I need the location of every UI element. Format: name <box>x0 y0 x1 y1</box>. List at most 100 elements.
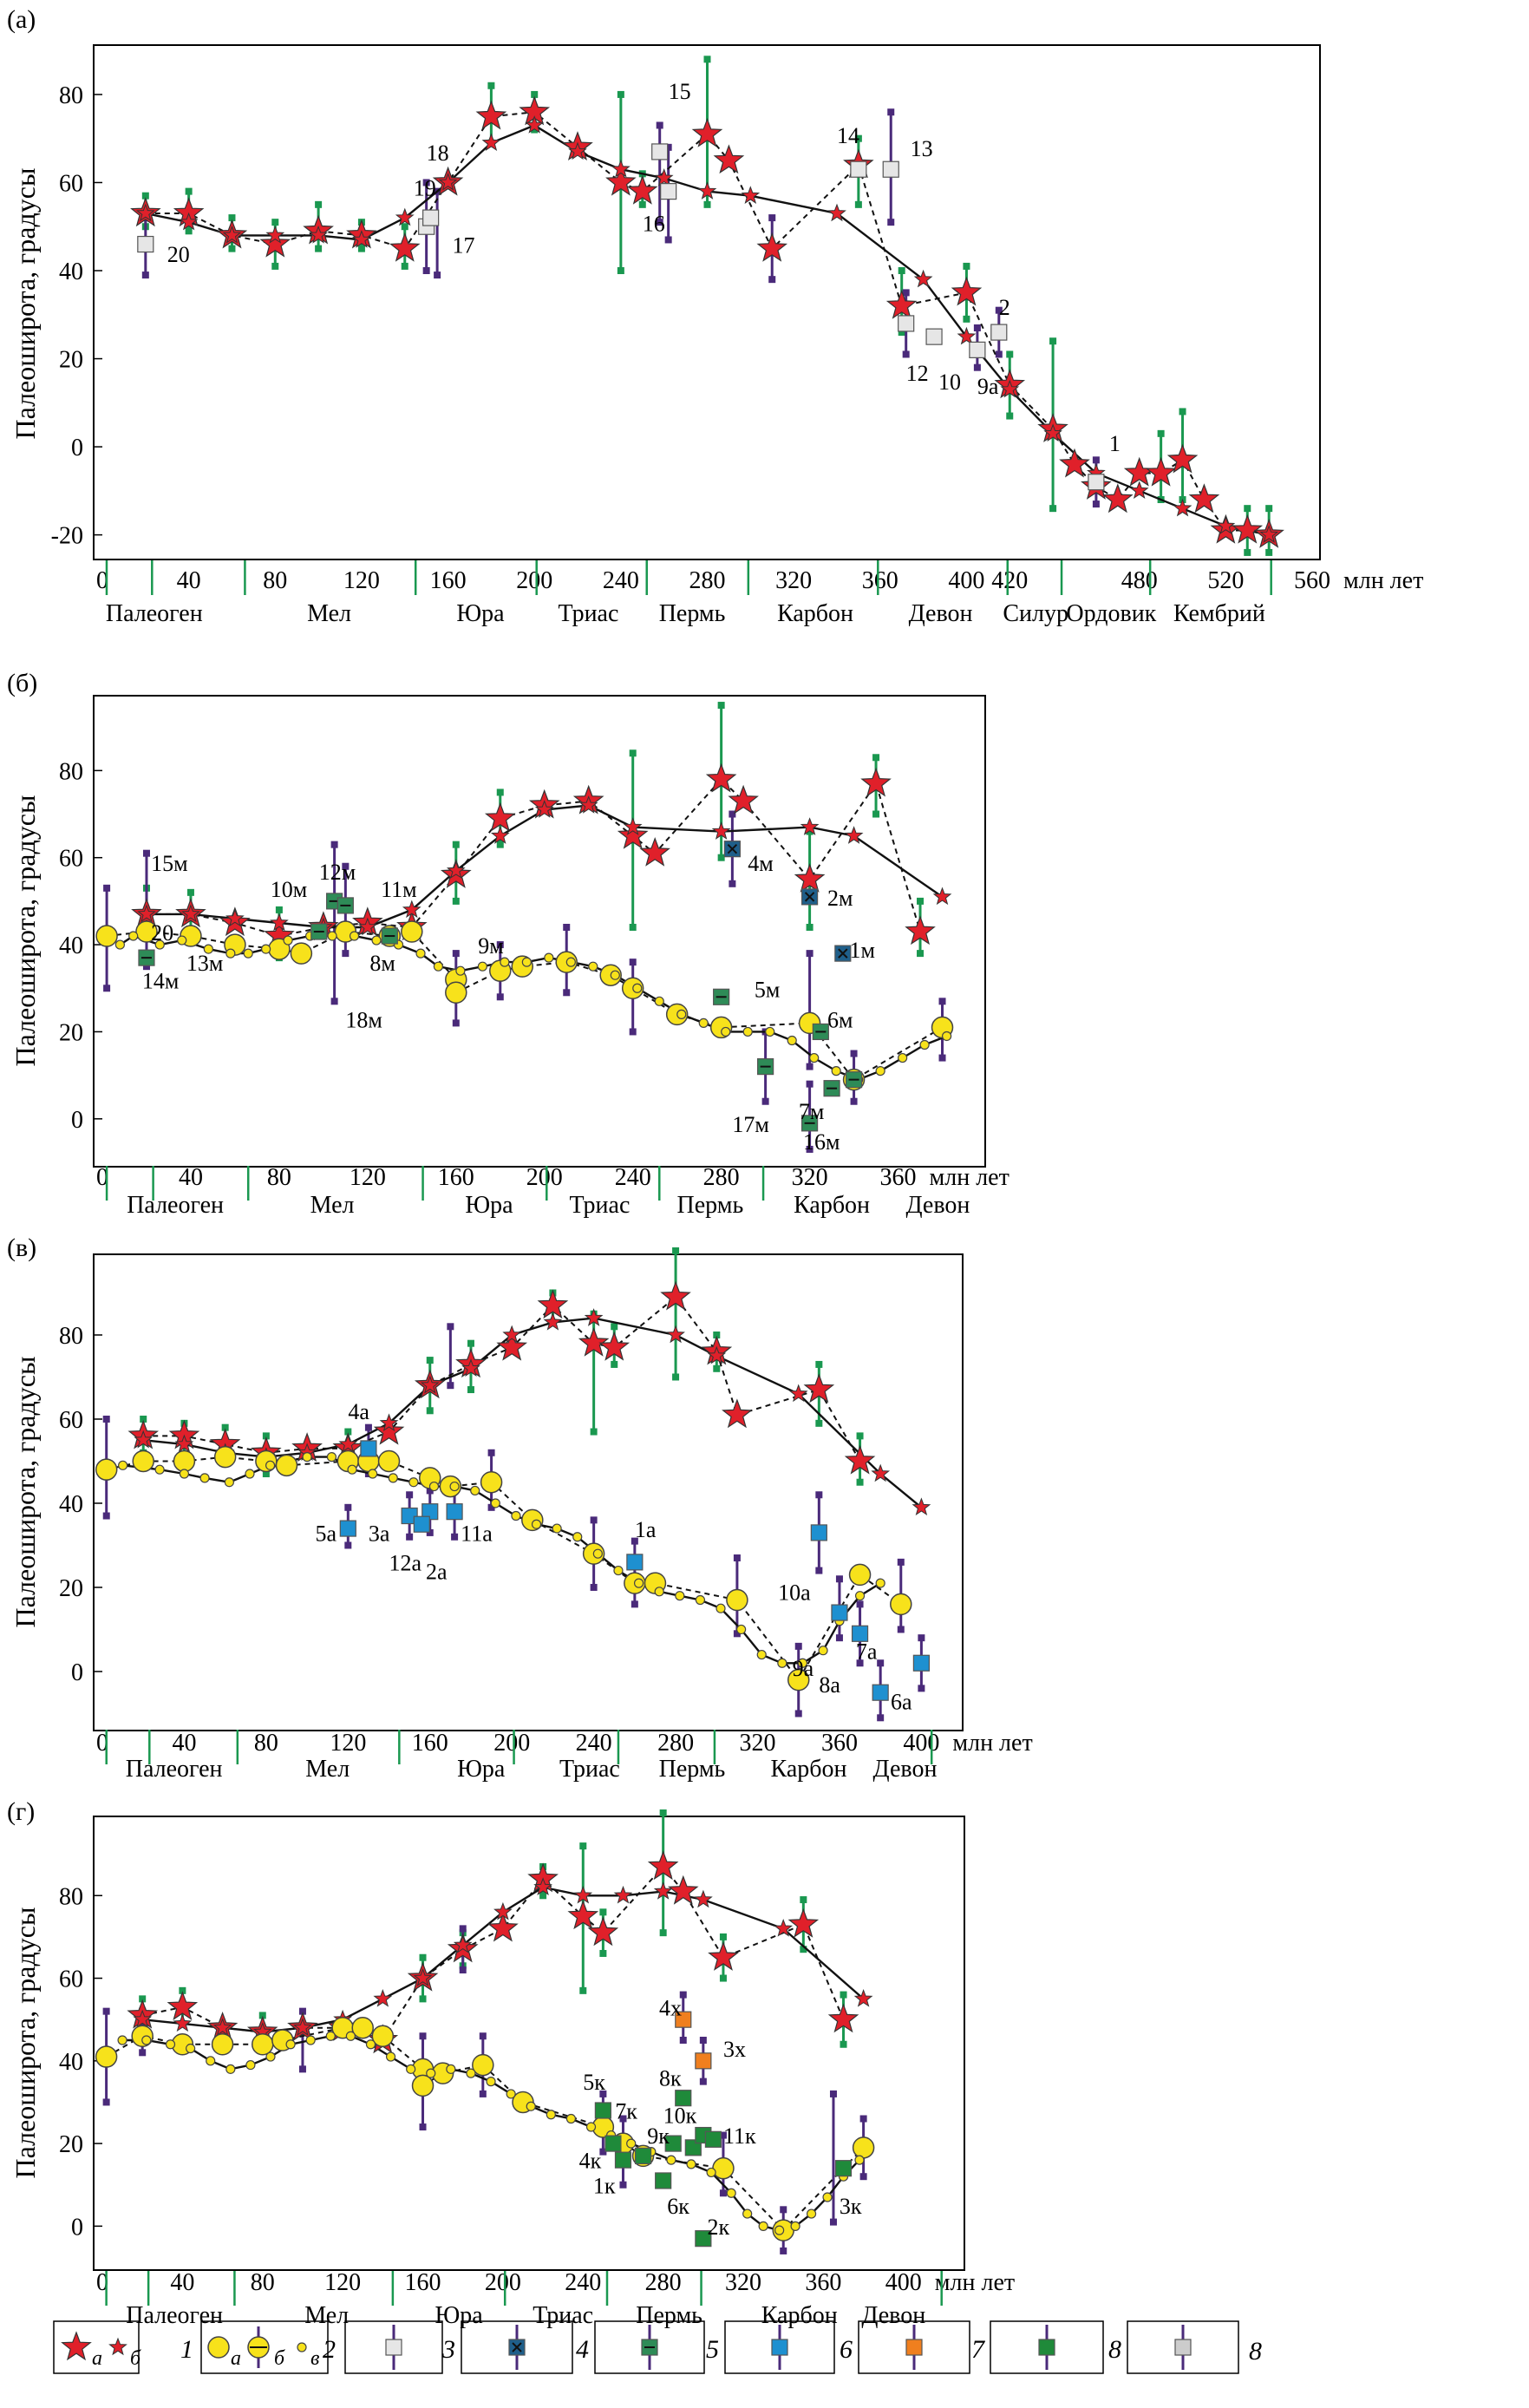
error-bar-cap <box>815 1491 823 1499</box>
y-tick-label: 20 <box>59 2131 83 2158</box>
marker-square <box>651 143 669 160</box>
error-bar-cap <box>856 1600 864 1608</box>
circle-marker-large <box>726 1588 748 1612</box>
y-tick-label: 80 <box>59 82 83 109</box>
star-marker-small <box>133 2009 153 2028</box>
star-marker-small <box>212 2018 232 2036</box>
point-label: 9а <box>793 1656 814 1681</box>
error-bar-cap <box>330 998 338 1005</box>
circle-marker-small <box>265 2051 276 2062</box>
circle-marker-small <box>225 2064 236 2074</box>
error-bar-cap <box>815 1567 823 1574</box>
plot-frame <box>93 44 1321 560</box>
point-label: 13 <box>911 136 933 161</box>
circle-marker-small <box>446 2064 456 2074</box>
legend-square <box>1038 2339 1055 2356</box>
circle-marker-small <box>854 2155 865 2165</box>
error-bar-cap <box>854 134 862 142</box>
square-marker <box>310 923 328 940</box>
square-marker <box>594 2102 611 2119</box>
error-bar-cap <box>1265 548 1273 556</box>
square-marker <box>695 2052 712 2070</box>
error-bar-cap <box>733 1630 741 1638</box>
period-label: Юра <box>465 1192 513 1219</box>
circle-marker-small <box>199 1473 210 1483</box>
x-tick-label: 400 <box>948 567 984 594</box>
star-marker-small <box>525 115 545 134</box>
circle-marker-small <box>154 939 165 950</box>
square-marker <box>812 1023 829 1041</box>
x-tick-label: 120 <box>350 1164 386 1191</box>
circle-marker-small <box>592 1548 603 1559</box>
circle-marker-small <box>774 2225 785 2235</box>
period-label: Кембрий <box>1173 600 1265 627</box>
period-label: Карбон <box>771 1756 847 1783</box>
circle-marker-small <box>675 1591 685 1601</box>
point-label: 10к <box>663 2103 697 2128</box>
square-marker <box>413 1515 430 1533</box>
error-bar-cap <box>679 1991 687 1999</box>
y-tick-label: 40 <box>59 2049 83 2076</box>
star-marker-small <box>379 1413 399 1432</box>
error-bar-cap <box>856 1478 864 1486</box>
error-bar-cap <box>887 219 895 226</box>
error-bar-cap <box>262 1432 270 1440</box>
y-tick-label: 60 <box>59 846 83 873</box>
error-bar-cap <box>1092 501 1100 508</box>
error-bar-cap <box>496 841 504 848</box>
error-bar-cap <box>419 2032 427 2040</box>
star-marker-small <box>666 1325 685 1344</box>
error-bar-cap <box>938 1054 946 1062</box>
circle-marker-small <box>206 2056 216 2066</box>
error-bar-cap <box>835 1634 843 1642</box>
marker-square <box>695 2230 712 2248</box>
star-marker-small <box>438 173 458 191</box>
error-bar-cap <box>719 1974 727 1982</box>
circle-marker-small <box>327 931 337 941</box>
circle-marker-large <box>351 2016 374 2039</box>
star-marker-small <box>800 817 820 835</box>
error-bar-cap <box>1092 456 1100 464</box>
star-marker-small <box>481 133 501 152</box>
period-label: Палеоген <box>127 1192 224 1219</box>
legend-box <box>53 2320 140 2374</box>
circle-marker-small <box>154 1464 165 1475</box>
circle-marker-small <box>415 948 426 959</box>
point-label: 1м <box>849 938 874 963</box>
legend-box <box>461 2320 573 2374</box>
period-label: Юра <box>435 2302 483 2329</box>
square-marker <box>664 2135 682 2152</box>
star-marker-large <box>708 1940 739 1971</box>
star-marker-small <box>774 1918 794 1937</box>
square-marker <box>137 235 154 253</box>
period-label: Пермь <box>659 1756 726 1783</box>
marker-square <box>614 2151 632 2169</box>
error-bar-cap <box>419 1995 427 2003</box>
legend-sub: б <box>130 2347 141 2370</box>
error-bar-cap <box>452 897 460 905</box>
error-bar-cap <box>487 1449 495 1456</box>
error-bar-cap <box>898 329 905 337</box>
error-bar <box>806 950 814 1070</box>
circle-marker-small <box>365 2039 376 2050</box>
error-bar-cap <box>298 2007 306 2015</box>
point-label: 20 <box>167 242 190 267</box>
x-tick-label: 420 <box>991 567 1028 594</box>
x-tick-label: 200 <box>493 1730 530 1757</box>
error-bar-cap <box>531 90 539 98</box>
point-label: 12м <box>319 860 356 885</box>
error-bar-cap <box>422 179 430 186</box>
error-bar-cap <box>579 1842 587 1850</box>
error-bar-cap <box>342 950 350 958</box>
star-marker-small <box>693 1889 713 1908</box>
error-bar-cap <box>629 749 637 757</box>
error-bar-cap <box>563 989 571 997</box>
period-label: Палеоген <box>126 2302 223 2329</box>
star-marker-large <box>639 836 670 867</box>
legend-star-small <box>108 2337 127 2356</box>
star-marker-large <box>722 1398 753 1429</box>
legend-sub: а <box>231 2347 241 2370</box>
star-marker-large <box>598 1331 631 1361</box>
error-bar-cap <box>1157 429 1165 437</box>
